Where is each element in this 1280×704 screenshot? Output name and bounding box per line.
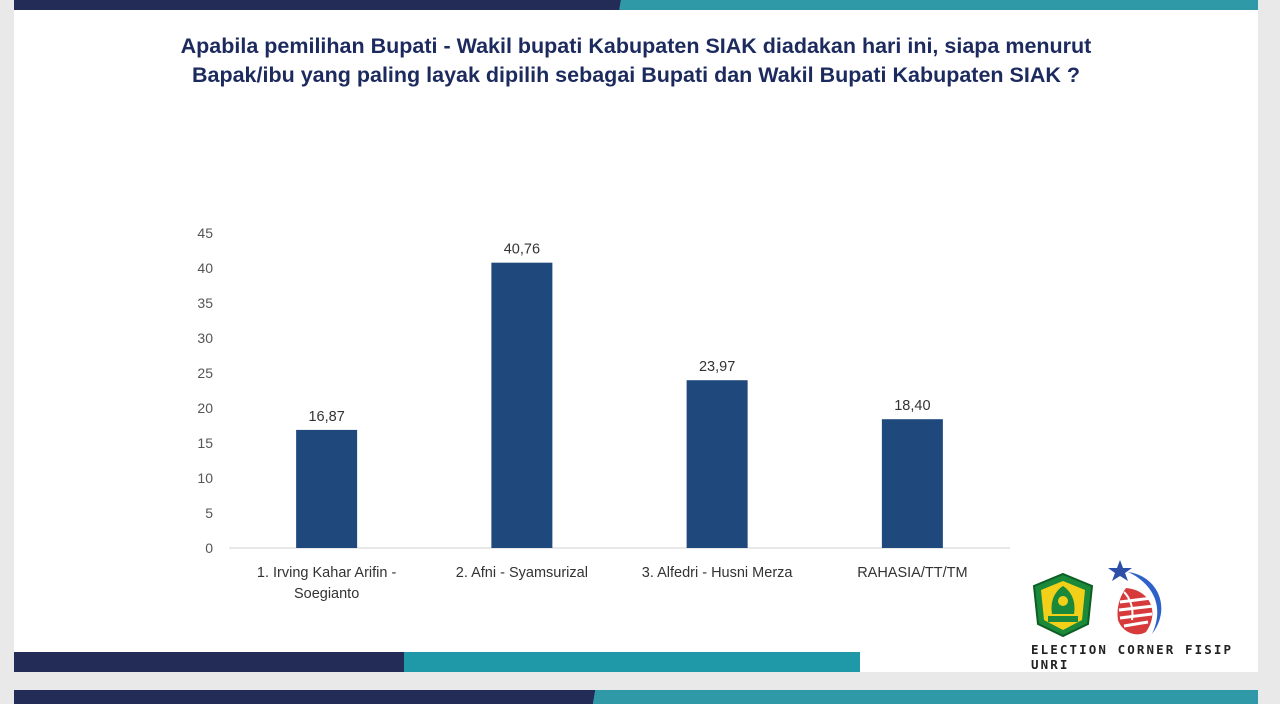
y-tick-label: 20	[197, 400, 213, 416]
title-line-2: Bapak/ibu yang paling layak dipilih seba…	[191, 63, 1080, 87]
category-label: 2. Afni - Syamsurizal	[456, 565, 588, 581]
y-tick-label: 40	[197, 260, 213, 276]
top-band-teal	[629, 0, 1258, 10]
bar	[296, 429, 358, 548]
top-band-join	[600, 0, 640, 10]
election-corner-logo-icon	[1108, 560, 1162, 635]
y-tick-label: 15	[197, 435, 213, 451]
y-tick-label: 5	[205, 505, 213, 521]
y-tick-label: 0	[205, 540, 213, 556]
title-line-1: Apabila pemilihan Bupati - Wakil bupati …	[180, 34, 1092, 58]
y-tick-label: 45	[197, 225, 213, 241]
top-band-navy	[14, 0, 629, 10]
unri-logo-icon	[1032, 572, 1094, 638]
brand-label: ELECTION CORNER FISIP UNRI	[1031, 642, 1234, 672]
bar-value-label: 23,97	[699, 359, 735, 375]
next-slide-band	[14, 690, 1258, 704]
bar	[881, 419, 943, 548]
y-tick-label: 25	[197, 365, 213, 381]
footer-band-navy	[14, 652, 404, 672]
chart-title: Apabila pemilihan Bupati - Wakil bupati …	[14, 32, 1258, 90]
category-label: Soegianto	[294, 586, 359, 602]
footer-band-teal	[404, 652, 860, 672]
bar-value-label: 18,40	[894, 398, 930, 414]
category-label: 3. Alfedri - Husni Merza	[642, 565, 794, 581]
slide	[14, 0, 1258, 672]
bar-value-label: 40,76	[504, 242, 540, 258]
category-label: 1. Irving Kahar Arifin -	[257, 565, 397, 581]
bar	[491, 262, 553, 548]
category-label: RAHASIA/TT/TM	[857, 565, 967, 581]
bar-value-label: 16,87	[308, 409, 344, 425]
y-tick-label: 35	[197, 295, 213, 311]
y-tick-label: 10	[197, 470, 213, 486]
y-tick-label: 30	[197, 330, 213, 346]
bar	[686, 380, 748, 548]
